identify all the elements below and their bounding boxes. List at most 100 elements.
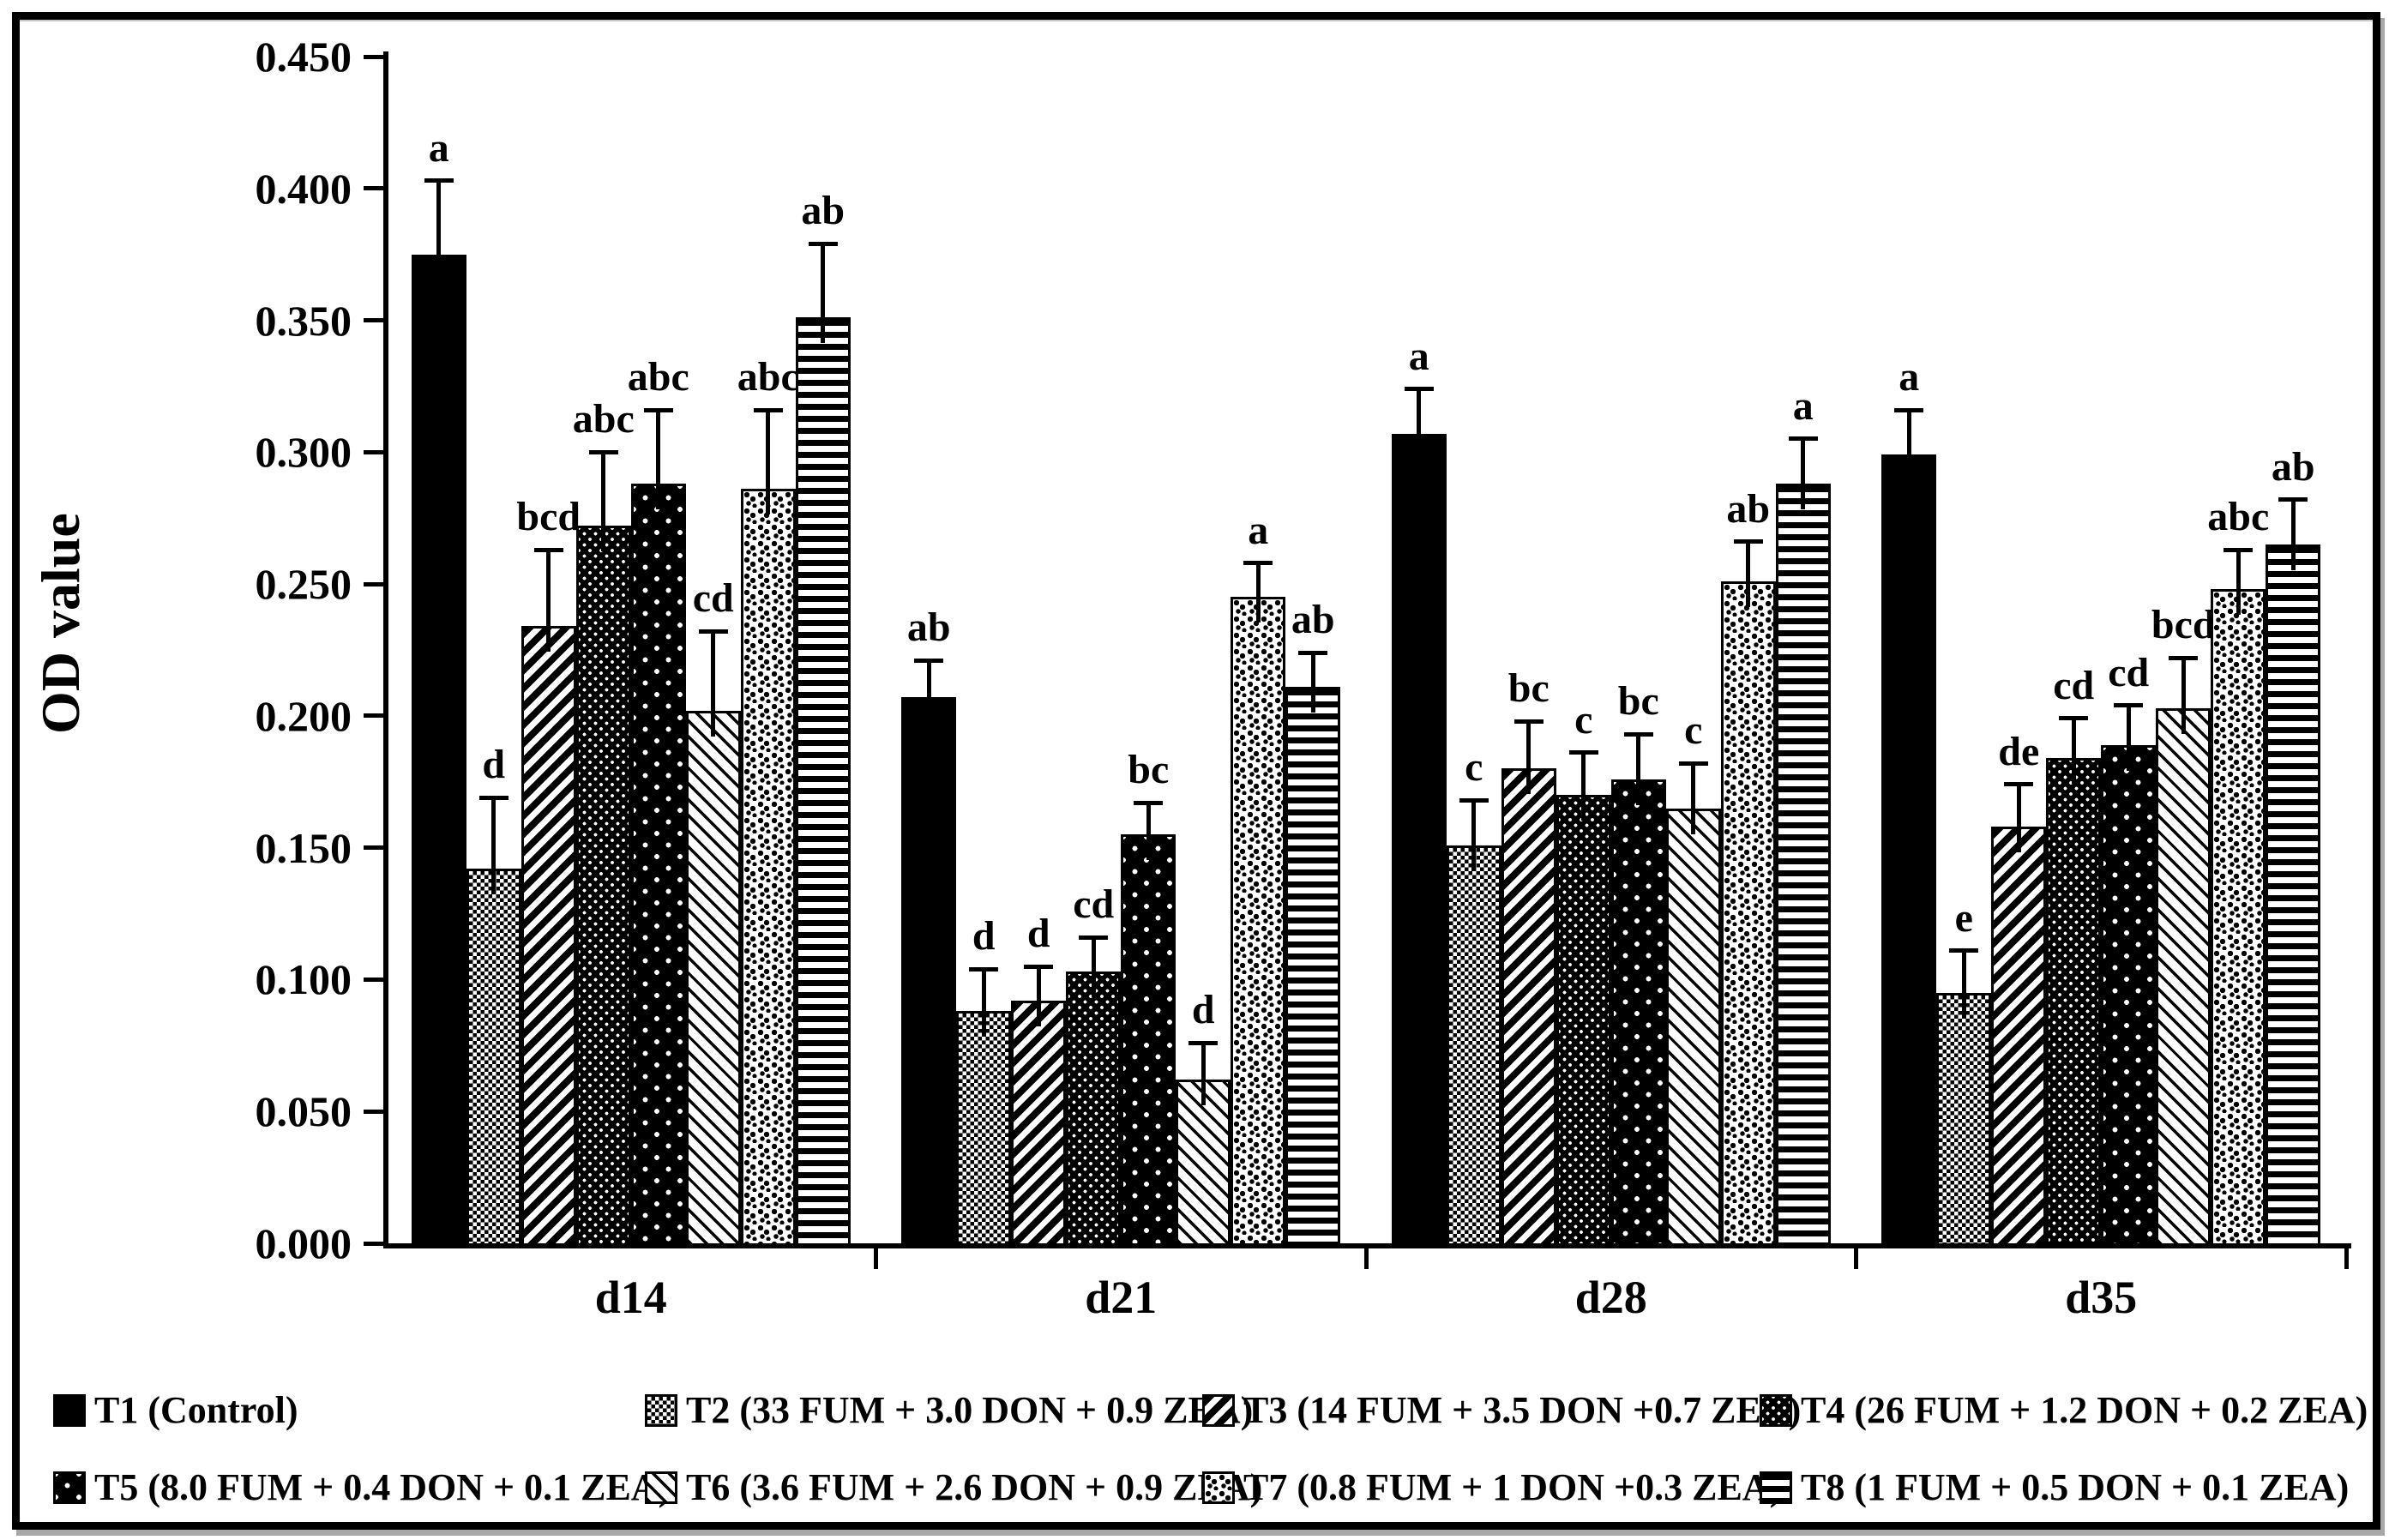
y-axis-tick — [364, 54, 386, 59]
legend-label: T5 (8.0 FUM + 0.4 DON + 0.1 ZEA) — [94, 1466, 671, 1508]
error-bar-cap — [969, 966, 999, 972]
error-bar-cap — [1949, 948, 1979, 953]
bar-t5-d14 — [630, 484, 686, 1246]
bar-t2-d21 — [956, 1011, 1012, 1246]
significance-letter: a — [428, 124, 449, 171]
error-bar-cap — [533, 547, 563, 552]
significance-letter: c — [1684, 707, 1703, 754]
y-axis-title: OD value — [30, 513, 91, 734]
error-bar-stem — [1091, 937, 1096, 998]
bar-t4-d28 — [1556, 795, 1611, 1246]
bar-t8-d21 — [1285, 687, 1341, 1246]
error-bar-cap — [1568, 750, 1598, 755]
error-bar-stem — [1961, 950, 1966, 1019]
bar-t3-d35 — [1991, 827, 2047, 1246]
error-bar-cap — [2059, 716, 2089, 721]
significance-letter: abc — [627, 354, 689, 400]
significance-letter: a — [1408, 333, 1429, 379]
error-bar-stem — [1636, 734, 1641, 805]
x-category-label: d14 — [594, 1272, 667, 1323]
legend-swatch-t7-pattern-icon — [1202, 1471, 1235, 1504]
bar-t1-d14 — [411, 254, 466, 1246]
bar-t2-d35 — [1936, 992, 1992, 1246]
error-bar-cap — [1404, 387, 1434, 392]
error-bar-stem — [2071, 718, 2076, 785]
bar-t7-d28 — [1720, 581, 1776, 1246]
bar-t3-d14 — [521, 626, 576, 1246]
legend-label: T6 (3.6 FUM + 2.6 DON + 0.9 ZEA) — [686, 1466, 1263, 1508]
y-axis-tick-label: 0.450 — [255, 33, 352, 81]
significance-letter: cd — [692, 575, 734, 622]
error-bar-stem — [2236, 550, 2241, 616]
significance-letter: bc — [1128, 747, 1170, 793]
y-axis-tick-label: 0.050 — [255, 1087, 352, 1136]
error-bar-cap — [1079, 935, 1109, 940]
figure-border-frame — [12, 12, 2380, 1530]
x-category-label: d35 — [2065, 1272, 2138, 1323]
legend-item-t6: T6 (3.6 FUM + 2.6 DON + 0.9 ZEA) — [645, 1468, 1262, 1507]
error-bar-cap — [1788, 436, 1818, 442]
bar-t5-d28 — [1610, 779, 1666, 1246]
significance-letter: bcd — [2151, 602, 2216, 648]
error-bar-cap — [808, 241, 838, 246]
y-axis-tick-label: 0.150 — [255, 823, 352, 872]
bar-t6-d35 — [2156, 707, 2211, 1246]
legend-item-t3: T3 (14 FUM + 3.5 DON +0.7 ZEA) — [1202, 1391, 1801, 1430]
y-axis-tick — [364, 449, 386, 454]
significance-letter: ab — [1291, 597, 1335, 643]
legend-swatch-t6-pattern-icon — [645, 1471, 677, 1504]
bar-t6-d28 — [1665, 808, 1721, 1246]
x-axis-tick — [1854, 1243, 1858, 1269]
error-bar-cap — [1134, 800, 1164, 805]
x-category-label: d28 — [1574, 1272, 1647, 1323]
significance-letter: d — [1026, 911, 1050, 957]
significance-letter: abc — [572, 396, 635, 442]
y-axis-tick-label: 0.400 — [255, 164, 352, 213]
error-bar-stem — [546, 550, 551, 653]
legend-label: T1 (Control) — [94, 1389, 298, 1431]
legend-label: T4 (26 FUM + 1.2 DON + 0.2 ZEA) — [1801, 1389, 2368, 1431]
error-bar-stem — [2290, 499, 2296, 570]
legend-swatch-t5-pattern-icon — [53, 1471, 86, 1504]
legend-item-t2: T2 (33 FUM + 3.0 DON + 0.9 ZEA) — [645, 1391, 1253, 1430]
error-bar-stem — [1036, 966, 1041, 1027]
significance-letter: c — [1574, 696, 1593, 743]
significance-letter: a — [1899, 354, 1920, 400]
y-axis-tick-label: 0.250 — [255, 560, 352, 609]
error-bar-stem — [1746, 541, 1751, 608]
bar-t1-d21 — [901, 697, 957, 1246]
legend-swatch-t8-pattern-icon — [1760, 1471, 1792, 1504]
error-bar-stem — [981, 969, 986, 1038]
y-axis-tick — [364, 1109, 386, 1114]
error-bar-cap — [424, 178, 454, 183]
significance-letter: c — [1465, 744, 1483, 791]
error-bar-cap — [1894, 407, 1924, 412]
error-bar-cap — [753, 407, 783, 412]
legend-swatch-t2-pattern-icon — [645, 1394, 677, 1427]
bar-t2-d28 — [1446, 845, 1501, 1246]
error-bar-stem — [1581, 752, 1586, 821]
significance-letter: ab — [2271, 443, 2315, 490]
error-bar-cap — [1678, 761, 1708, 766]
error-bar-cap — [2224, 547, 2254, 552]
legend-swatch-t3-pattern-icon — [1202, 1394, 1235, 1427]
legend-label: T8 (1 FUM + 0.5 DON + 0.1 ZEA) — [1801, 1466, 2350, 1508]
error-bar-stem — [766, 410, 771, 515]
bar-t6-d14 — [685, 710, 741, 1246]
error-bar-stem — [711, 631, 716, 737]
bar-t7-d35 — [2211, 589, 2266, 1246]
bar-t5-d21 — [1121, 834, 1176, 1246]
bar-t8-d35 — [2266, 544, 2321, 1246]
error-bar-cap — [2004, 782, 2034, 787]
y-axis-tick — [364, 318, 386, 323]
error-bar-stem — [436, 180, 442, 280]
error-bar-stem — [1255, 562, 1261, 623]
bar-t4-d35 — [2046, 758, 2102, 1246]
x-axis-tick — [874, 1243, 878, 1269]
error-bar-stem — [1471, 800, 1477, 871]
y-axis-tick-label: 0.000 — [255, 1219, 352, 1267]
significance-letter: abc — [737, 354, 799, 400]
legend-label: T2 (33 FUM + 3.0 DON + 0.9 ZEA) — [686, 1389, 1254, 1431]
bar-t1-d28 — [1391, 433, 1447, 1246]
